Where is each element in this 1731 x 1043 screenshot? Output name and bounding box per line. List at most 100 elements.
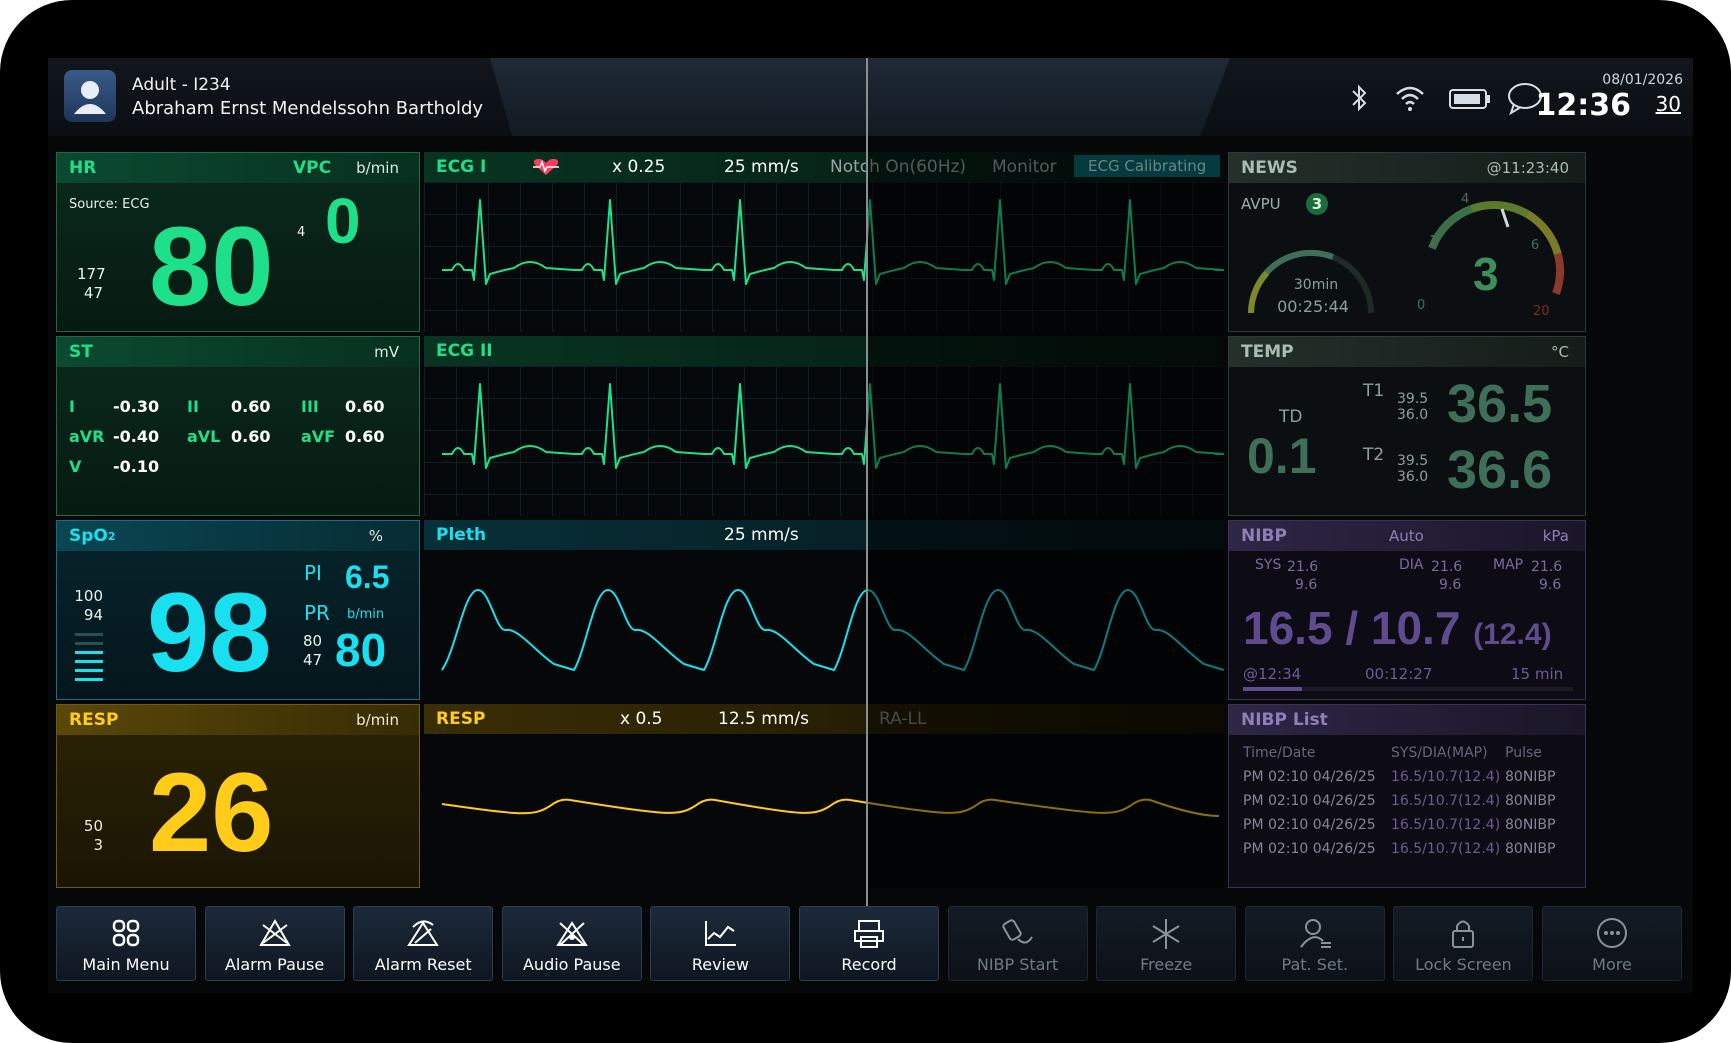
message-icon[interactable] (1506, 82, 1542, 116)
news-score-gauge: 0 1 4 6 20 (1417, 192, 1564, 319)
ecg1-gain[interactable]: x 0.25 (612, 157, 666, 177)
patient-avatar[interactable] (64, 70, 116, 122)
nibp-list-cell: 80NIBP (1505, 817, 1556, 833)
hr-tile[interactable]: HR b/min VPC Source: ECG 177 47 80 4 0 (56, 152, 420, 332)
pr-alarm-low: 47 (303, 651, 323, 669)
nibp-list-column-header: SYS/DIA(MAP) (1391, 745, 1488, 761)
record-button[interactable]: Record (799, 906, 939, 981)
news-tile[interactable]: NEWS @11:23:40 AVPU 3 30min 00:25:44 0 1 4… (1228, 152, 1586, 332)
resp-wave-gain[interactable]: x 0.5 (620, 709, 663, 729)
st-lead-value: -0.40 (113, 427, 160, 446)
wifi-icon[interactable] (1393, 82, 1427, 114)
nibp-tile[interactable]: NIBP Auto kPa SYS 21.6 9.6 DIA 21.6 9.6 … (1228, 520, 1586, 700)
nibp-list-cell: PM 02:10 04/26/25 (1243, 793, 1376, 809)
nibp-reading: 16.5 / 10.7 (12.4) (1243, 605, 1552, 651)
toolbar-button-label: Audio Pause (522, 955, 621, 974)
main-menu-button[interactable]: Main Menu (56, 906, 196, 981)
hr-unit: b/min (356, 159, 399, 177)
t1-alarm-high: 39.5 (1397, 391, 1429, 407)
gauge-segment (1524, 210, 1562, 256)
gauge-tick-label: 1 (1429, 234, 1437, 249)
nibp-measured-at: @12:34 (1243, 665, 1302, 683)
nibp-list-tile[interactable]: NIBP List Time/Date SYS/DIA(MAP) Pulse PM 0… (1228, 704, 1586, 888)
spo2-header: SpO 2 % (57, 521, 419, 551)
cuff-icon (1001, 919, 1033, 944)
resp-tile[interactable]: RESP b/min 50 3 26 (56, 704, 420, 888)
news-countdown: 00:25:44 (1277, 297, 1349, 316)
st-lead-name: aVR (69, 427, 105, 446)
nibp-label: NIBP (1241, 526, 1287, 546)
toolbar-button-label: Freeze (1140, 955, 1193, 974)
dia-label: DIA (1399, 557, 1424, 573)
ecg1-mode: Monitor (992, 157, 1057, 177)
st-tile[interactable]: ST mV I -0.30 II 0.60 III 0.60 aVR -0.40 aVL 0.60… (56, 336, 420, 516)
gauge-tick-label: 6 (1531, 238, 1539, 253)
battery-icon[interactable] (1448, 82, 1490, 114)
nibp-list-column-header: Time/Date (1243, 745, 1316, 761)
pleth-speed[interactable]: 25 mm/s (724, 525, 799, 545)
person-icon (74, 81, 106, 114)
st-lead-name: II (187, 397, 199, 416)
pleth-header[interactable]: Pleth 25 mm/s (424, 520, 1224, 550)
st-lead-value: -0.30 (113, 397, 160, 416)
nibp-list-cell: 16.5/10.7(12.4) (1391, 769, 1501, 785)
pleth-waveform (424, 550, 1225, 700)
nibp-list-label: NIBP List (1241, 710, 1328, 730)
spo2-tile[interactable]: SpO 2 % 100 94 98 PI 6.5 PR b/min 80 47 8… (56, 520, 420, 700)
freeze-button[interactable]: Freeze (1096, 906, 1237, 981)
hr-label: HR (69, 158, 97, 178)
gauge-needle (1500, 208, 1510, 228)
ecg1-speed[interactable]: 25 mm/s (724, 157, 799, 177)
pr-alarm-high: 80 (303, 632, 323, 650)
pat-set-button[interactable]: Pat. Set. (1244, 906, 1385, 981)
spo2-alarm-low: 94 (83, 606, 103, 624)
resp-wave-lead: RA-LL (879, 709, 927, 729)
pr-label: PR (304, 601, 330, 625)
nibp-start-button[interactable]: NIBP Start (947, 906, 1088, 981)
avpu-label: AVPU (1241, 195, 1281, 213)
nibp-dia-value: 10.7 (1370, 602, 1461, 654)
spo2-label: SpO (69, 526, 108, 546)
st-lead-value: 0.60 (345, 397, 385, 416)
vpc-label: VPC (293, 158, 332, 178)
spo2-unit: % (368, 527, 383, 545)
signal-strength-bar (75, 633, 103, 681)
st-lead-name: V (69, 457, 82, 476)
patient-category: Adult - I234 (132, 75, 231, 95)
snowflake-icon (1152, 919, 1180, 949)
ecg-calibrating-badge: ECG Calibrating (1074, 155, 1221, 177)
pr-value: 80 (335, 624, 387, 676)
nibp-list-cell: 80NIBP (1505, 793, 1556, 809)
lock-screen-button[interactable]: Lock Screen (1393, 906, 1534, 981)
audio-pause-button[interactable]: Audio Pause (501, 906, 642, 981)
temp-tile[interactable]: TEMP °C TD 0.1 T1 39.5 36.0 36.5 T2 39.5… (1228, 336, 1586, 516)
alarm-reset-icon (407, 920, 440, 946)
alarm-pause-button[interactable]: Alarm Pause (204, 906, 345, 981)
patient-settings-icon (1299, 919, 1331, 948)
st-lead-value: 0.60 (345, 427, 385, 446)
nibp-unit: kPa (1542, 527, 1569, 545)
resp-wave-label: RESP (436, 709, 486, 729)
ecg1-header[interactable]: ECG I x 0.25 25 mm/s Notch On(60Hz) Moni… (424, 152, 1224, 182)
more-button[interactable]: More (1542, 906, 1682, 981)
resp-wave-header[interactable]: RESP x 0.5 12.5 mm/s RA-LL (424, 704, 1224, 734)
ecg2-header[interactable]: ECG II (424, 336, 1224, 366)
hr-value: 80 (149, 204, 274, 329)
st-lead-name: aVF (301, 427, 336, 446)
st-lead-value: 0.60 (231, 397, 271, 416)
nibp-list-cell: PM 02:10 04/26/25 (1243, 769, 1376, 785)
avpu-badge: 3 (1306, 193, 1328, 215)
resp-wave-speed[interactable]: 12.5 mm/s (718, 709, 809, 729)
news-header: NEWS @11:23:40 (1229, 153, 1585, 183)
nibp-list-column-header: Pulse (1505, 745, 1542, 761)
st-lead-value: -0.10 (113, 457, 160, 476)
resp-waveform (424, 734, 1224, 888)
alarm-reset-button[interactable]: Alarm Reset (353, 906, 494, 981)
dia-alarm-low: 9.6 (1439, 577, 1462, 593)
temp-label: TEMP (1241, 342, 1294, 362)
bluetooth-icon[interactable] (1343, 82, 1377, 114)
t2-alarm-low: 36.0 (1397, 469, 1429, 485)
nibp-list-cell: 80NIBP (1505, 841, 1556, 857)
review-button[interactable]: Review (650, 906, 791, 981)
